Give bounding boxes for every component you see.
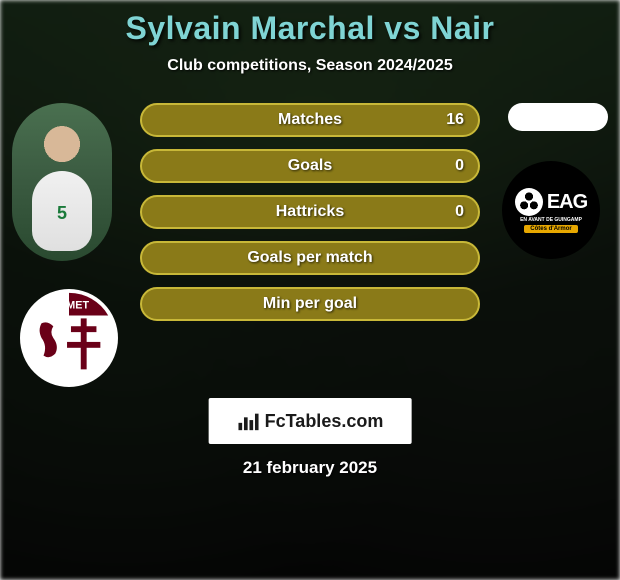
date-label: 21 february 2025 [0,458,620,478]
player-right-blank-pill [508,103,608,131]
subtitle: Club competitions, Season 2024/2025 [0,57,620,75]
club-right-text-main: EAG [547,192,587,212]
stat-bars-column: Matches 16 Goals 0 Hattricks 0 Goals per match… [140,103,480,333]
club-right-region: Côtes d'Armor [524,225,577,233]
stat-bar: Goals per match [140,241,480,275]
page-title: Sylvain Marchal vs Nair [0,0,620,47]
stat-value-right: 0 [455,203,464,221]
club-left-label: FC MET [49,300,89,312]
club-right-badge: EAG EN AVANT DE GUINGAMP Côtes d'Armor [502,161,600,259]
club-right-text-sub: EN AVANT DE GUINGAMP [520,217,582,223]
stat-label: Goals per match [247,249,372,267]
stat-bar: Hattricks 0 [140,195,480,229]
stat-label: Min per goal [263,295,357,313]
stat-bar: Goals 0 [140,149,480,183]
stat-bar: Min per goal [140,287,480,321]
stat-value-right: 16 [446,111,464,129]
branding-badge: FcTables.com [209,398,412,444]
content-root: Sylvain Marchal vs Nair Club competition… [0,0,620,580]
stat-label: Hattricks [276,203,344,221]
stat-label: Matches [278,111,342,129]
stat-bar: Matches 16 [140,103,480,137]
player-left-photo [12,103,112,261]
triskele-icon [515,188,543,216]
branding-text: FcTables.com [265,411,384,432]
stat-value-right: 0 [455,157,464,175]
stat-label: Goals [288,157,332,175]
bar-chart-icon [237,410,259,432]
club-left-badge: FC MET [20,289,118,387]
